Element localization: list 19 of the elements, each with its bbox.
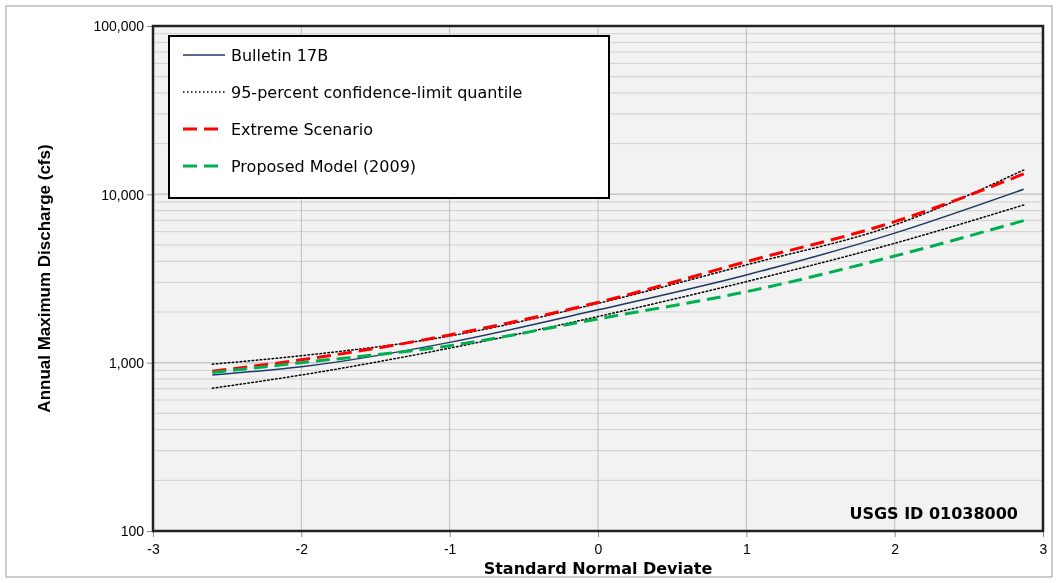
legend-label: Proposed Model (2009) — [231, 156, 417, 176]
x-tick-label: -1 — [443, 541, 457, 557]
x-tick-label: 3 — [1039, 541, 1048, 557]
line-series — [210, 219, 1026, 375]
x-tick-label: 1 — [742, 541, 751, 557]
y-tick-label: 100,000 — [93, 18, 145, 35]
x-tick-label: 0 — [594, 541, 603, 557]
legend-label: Extreme Scenario — [231, 119, 373, 139]
x-tick-label: -3 — [147, 541, 160, 557]
legend-label: Bulletin 17B — [231, 45, 329, 65]
y-tick-label: 100 — [120, 523, 145, 540]
x-axis-title: Standard Normal Deviate — [483, 559, 713, 578]
x-tick-label: 2 — [891, 541, 900, 557]
y-tick-label: 1,000 — [108, 355, 145, 372]
annotation: USGS ID 01038000 — [849, 504, 1018, 523]
y-tick-label: 10,000 — [101, 186, 145, 203]
y-axis-title: Annual Maximum Discharge (cfs) — [35, 144, 54, 413]
x-tick-label: -2 — [295, 541, 309, 557]
legend-label: 95-percent confidence-limit quantile — [231, 82, 523, 102]
